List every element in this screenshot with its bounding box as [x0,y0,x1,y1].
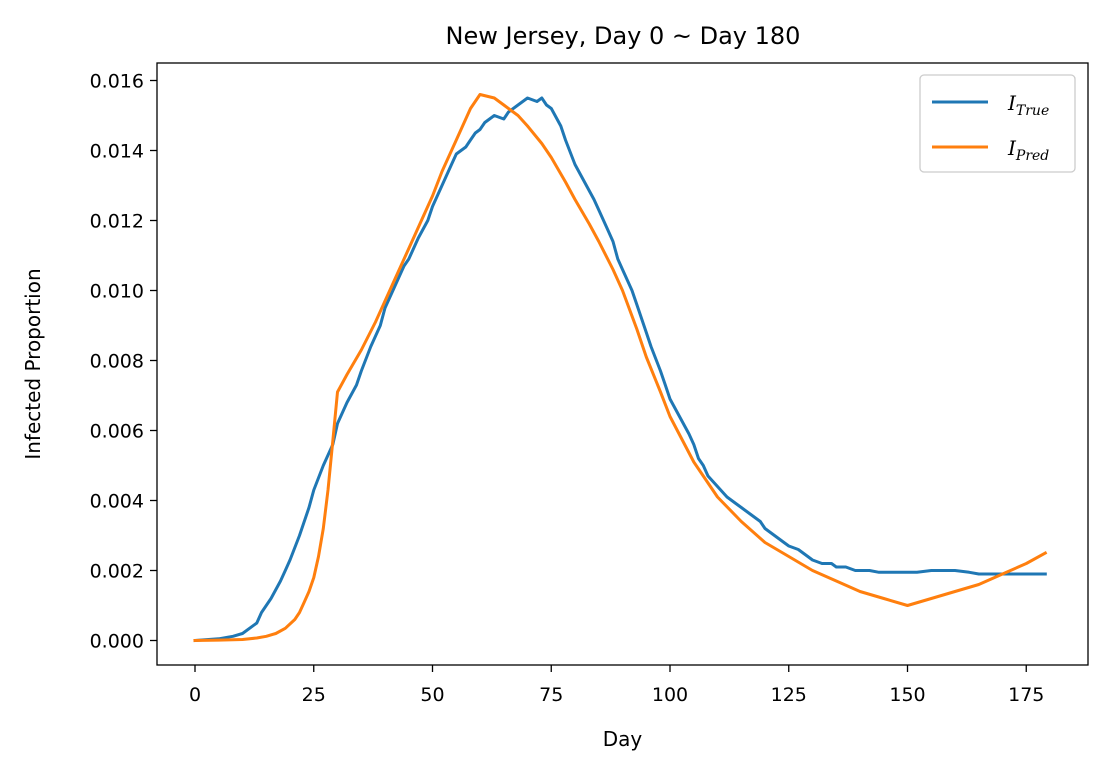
x-tick-label: 175 [1008,684,1044,706]
y-tick-label: 0.010 [90,281,144,303]
series-line-0 [193,96,1047,643]
x-tick-label: 25 [302,684,326,706]
plot-frame [156,62,1089,666]
y-tick-label: 0.008 [90,351,144,373]
x-axis: 0 25 50 75 100 125 150 175 [189,665,1044,706]
legend-box [919,74,1076,173]
series-line-1 [193,93,1048,643]
y-tick-label: 0.012 [90,211,144,233]
x-tick-label: 50 [420,684,444,706]
x-tick-label: 0 [189,684,201,706]
chart-title: New Jersey, Day 0 ~ Day 180 [446,22,801,50]
legend: ITrue IPred [919,74,1076,173]
y-tick-label: 0.016 [90,71,144,93]
legend-label: IPred [1007,136,1049,164]
legend-label: ITrue [1007,91,1049,119]
y-tick-label: 0.000 [90,631,144,653]
y-axis-title: Infected Proportion [21,268,45,459]
x-tick-label: 100 [652,684,688,706]
y-tick-label: 0.006 [90,421,144,443]
y-tick-label: 0.004 [90,491,144,513]
series-layer [193,93,1048,643]
y-axis: 0.000 0.002 0.004 0.006 0.008 0.010 0.012 0.014… [90,71,157,653]
x-tick-label: 125 [771,684,807,706]
y-tick-label: 0.014 [90,141,144,163]
y-tick-label: 0.002 [90,561,144,583]
x-tick-label: 150 [889,684,925,706]
x-tick-label: 75 [539,684,563,706]
x-axis-title: Day [603,727,643,751]
